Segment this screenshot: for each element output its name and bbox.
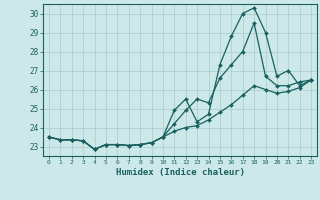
X-axis label: Humidex (Indice chaleur): Humidex (Indice chaleur) [116, 168, 244, 177]
